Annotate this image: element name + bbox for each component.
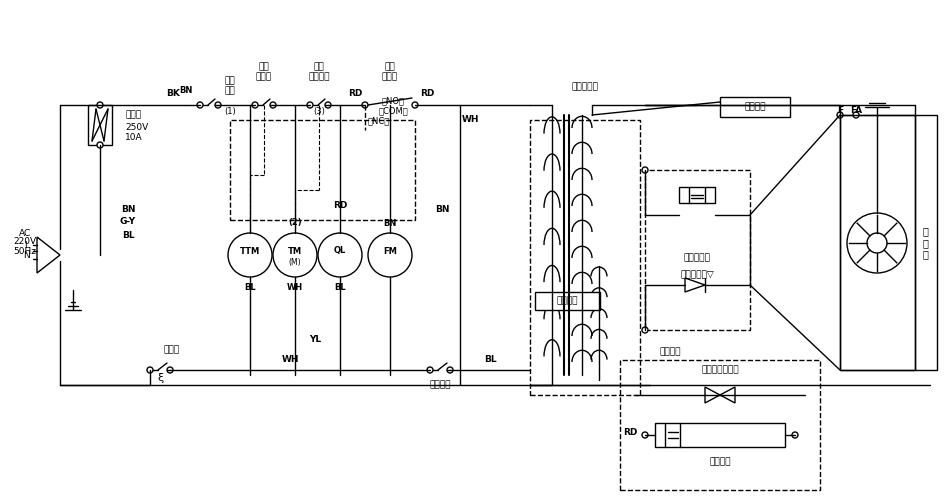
Text: F: F — [836, 106, 842, 114]
Circle shape — [362, 102, 367, 108]
Text: BL: BL — [334, 282, 346, 292]
Circle shape — [167, 367, 173, 373]
Circle shape — [252, 102, 258, 108]
Circle shape — [97, 102, 103, 108]
Text: 10A: 10A — [125, 134, 143, 142]
Circle shape — [641, 167, 648, 173]
Text: AC: AC — [19, 228, 31, 237]
Text: WH: WH — [287, 282, 303, 292]
Text: 开关: 开关 — [313, 62, 324, 72]
Text: BL: BL — [122, 230, 134, 239]
Bar — [645, 170, 750, 330]
Circle shape — [147, 367, 153, 373]
Text: 次级开关: 次级开关 — [429, 380, 450, 390]
Circle shape — [273, 233, 316, 277]
Text: QL: QL — [333, 246, 346, 256]
Bar — [619, 360, 819, 490]
Text: 其他选择: 其他选择 — [659, 348, 681, 356]
Text: 开关: 开关 — [259, 62, 269, 72]
Text: 熔断器: 熔断器 — [125, 110, 141, 120]
Bar — [839, 115, 914, 370]
Text: 高压二极管▽: 高压二极管▽ — [680, 270, 713, 280]
Circle shape — [215, 102, 221, 108]
Text: BN: BN — [121, 206, 135, 214]
Text: 监控器: 监控器 — [381, 72, 397, 82]
Text: （NO）: （NO） — [381, 96, 404, 106]
Text: RD: RD — [419, 88, 433, 98]
Text: RD: RD — [347, 88, 362, 98]
Text: 初级: 初级 — [225, 86, 235, 96]
Text: RD: RD — [332, 200, 346, 209]
Circle shape — [427, 367, 432, 373]
Text: (2): (2) — [288, 218, 301, 228]
Text: BN: BN — [179, 86, 193, 94]
Text: (3): (3) — [312, 106, 325, 116]
Text: (1): (1) — [224, 106, 236, 116]
Text: RD: RD — [622, 428, 636, 438]
Text: 高压绕组: 高压绕组 — [556, 296, 577, 306]
Circle shape — [228, 233, 272, 277]
Text: 250V: 250V — [125, 122, 148, 132]
Text: 220V: 220V — [13, 238, 37, 246]
Circle shape — [270, 102, 276, 108]
Text: BL: BL — [244, 282, 256, 292]
Text: BN: BN — [383, 218, 396, 228]
Text: WH: WH — [281, 356, 298, 364]
Text: 开关: 开关 — [384, 62, 395, 72]
Text: 温控器: 温控器 — [163, 346, 180, 354]
Bar — [839, 115, 936, 370]
Circle shape — [412, 102, 417, 108]
Text: N: N — [24, 250, 30, 260]
Circle shape — [447, 367, 452, 373]
Bar — [654, 423, 784, 447]
Text: FM: FM — [382, 246, 396, 256]
Bar — [679, 187, 715, 203]
Bar — [88, 105, 112, 145]
Bar — [534, 292, 599, 310]
Circle shape — [846, 213, 906, 273]
Text: (M): (M) — [288, 258, 301, 268]
Text: BL: BL — [483, 356, 496, 364]
Text: TTM: TTM — [240, 246, 260, 256]
Text: 低压绕组: 低压绕组 — [744, 102, 765, 112]
Text: 高压电容器: 高压电容器 — [683, 254, 710, 262]
Circle shape — [307, 102, 312, 108]
Text: L: L — [25, 240, 29, 250]
Text: YL: YL — [309, 336, 321, 344]
Bar — [229, 120, 414, 220]
Text: BN: BN — [434, 206, 448, 214]
Circle shape — [97, 142, 103, 148]
Circle shape — [318, 233, 362, 277]
Text: （COM）: （COM） — [378, 106, 408, 116]
Text: 50Hz: 50Hz — [13, 246, 37, 256]
Circle shape — [325, 102, 330, 108]
Text: WH: WH — [461, 116, 479, 124]
Circle shape — [791, 432, 797, 438]
Text: 开关: 开关 — [225, 76, 235, 86]
Bar — [530, 120, 639, 395]
Text: 磁
控
管: 磁 控 管 — [921, 226, 927, 260]
Circle shape — [836, 112, 842, 118]
Circle shape — [367, 233, 412, 277]
Text: 高压电容: 高压电容 — [709, 458, 730, 466]
Circle shape — [641, 432, 648, 438]
Text: ξ: ξ — [157, 373, 163, 383]
Circle shape — [641, 327, 648, 333]
Text: G-Y: G-Y — [120, 218, 136, 226]
Text: FA: FA — [849, 106, 861, 114]
Text: 定时器: 定时器 — [256, 72, 272, 82]
Text: BK: BK — [166, 88, 179, 98]
Text: （NC）: （NC） — [367, 116, 390, 126]
Text: 高压变压器: 高压变压器 — [571, 82, 598, 92]
Circle shape — [866, 233, 886, 253]
Text: 火力控制: 火力控制 — [308, 72, 329, 82]
Bar — [719, 97, 789, 117]
Text: TM: TM — [288, 246, 302, 256]
Circle shape — [196, 102, 203, 108]
Text: 高压电路保护器: 高压电路保护器 — [700, 366, 738, 374]
Circle shape — [852, 112, 858, 118]
